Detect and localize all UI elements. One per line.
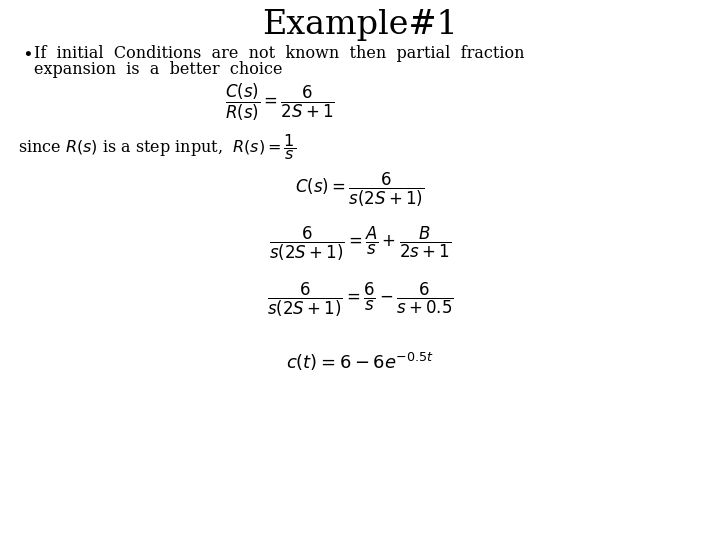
Text: If  initial  Conditions  are  not  known  then  partial  fraction: If initial Conditions are not known then… [34, 44, 524, 62]
Text: $\dfrac{6}{s(2S+1)}=\dfrac{A}{s}+\dfrac{B}{2s+1}$: $\dfrac{6}{s(2S+1)}=\dfrac{A}{s}+\dfrac{… [269, 225, 451, 263]
Text: expansion  is  a  better  choice: expansion is a better choice [34, 60, 282, 78]
Text: $C(s)=\dfrac{6}{s(2S+1)}$: $C(s)=\dfrac{6}{s(2S+1)}$ [295, 171, 425, 209]
Text: $\dfrac{6}{s(2S+1)}=\dfrac{6}{s}-\dfrac{6}{s+0.5}$: $\dfrac{6}{s(2S+1)}=\dfrac{6}{s}-\dfrac{… [266, 281, 454, 319]
Text: $\dfrac{C(s)}{R(s)}=\dfrac{6}{2S+1}$: $\dfrac{C(s)}{R(s)}=\dfrac{6}{2S+1}$ [225, 82, 335, 123]
Text: $c(t)=6-6e^{-0.5t}$: $c(t)=6-6e^{-0.5t}$ [286, 351, 434, 373]
Text: Example#1: Example#1 [262, 9, 458, 41]
Text: $\bullet$: $\bullet$ [22, 44, 32, 62]
Text: since $R(s)$ is a step input,  $R(s) = \dfrac{1}{s}$: since $R(s)$ is a step input, $R(s) = \d… [18, 132, 296, 162]
